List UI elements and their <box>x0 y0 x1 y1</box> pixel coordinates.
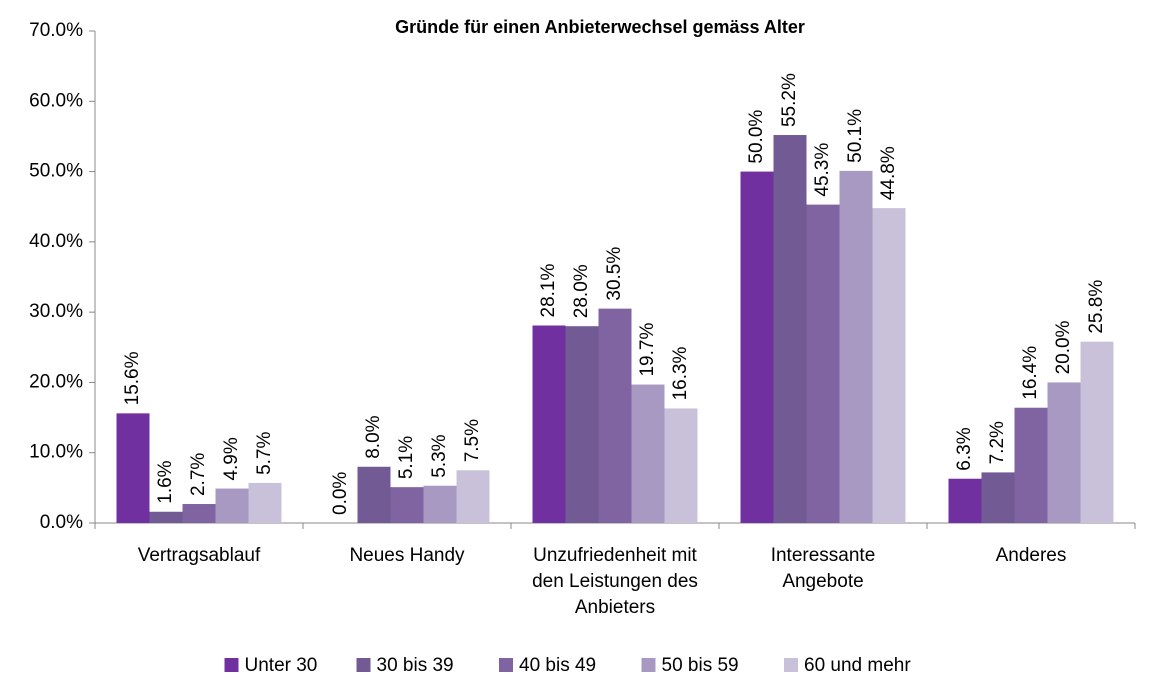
value-label: 7.5% <box>462 419 483 462</box>
value-label: 1.6% <box>155 460 176 503</box>
chart-title: Gründe für einen Anbieterwechsel gemäss … <box>395 17 805 37</box>
legend-label: 40 bis 49 <box>519 655 596 676</box>
bar <box>948 478 982 523</box>
bar <box>1047 382 1081 523</box>
value-label: 45.3% <box>812 143 833 197</box>
bar <box>215 488 249 523</box>
value-label: 50.0% <box>746 110 767 164</box>
bar <box>149 511 183 523</box>
y-tick-label: 10.0% <box>29 442 83 463</box>
bar <box>357 466 391 523</box>
value-label: 7.2% <box>987 421 1008 464</box>
y-tick-label: 0.0% <box>40 512 83 533</box>
value-label: 8.0% <box>363 415 384 458</box>
bar <box>806 204 840 523</box>
bar <box>390 487 424 523</box>
value-label: 20.0% <box>1053 320 1074 374</box>
value-label: 55.2% <box>779 73 800 127</box>
legend-swatch <box>784 658 798 672</box>
value-label: 5.1% <box>396 436 417 479</box>
value-label: 44.8% <box>878 146 899 200</box>
legend-swatch <box>499 658 513 672</box>
value-label: 19.7% <box>637 323 658 377</box>
legend-label: Unter 30 <box>245 655 318 676</box>
y-tick-label: 30.0% <box>29 301 83 322</box>
y-tick-label: 70.0% <box>29 20 83 41</box>
bar <box>598 308 632 523</box>
legend-label: 30 bis 39 <box>377 655 454 676</box>
legend-swatch <box>641 658 656 672</box>
bar <box>773 135 807 523</box>
bar <box>981 472 1015 523</box>
bar <box>839 170 873 523</box>
bar <box>423 485 457 523</box>
value-label: 15.6% <box>122 351 143 405</box>
value-label: 50.1% <box>845 109 866 163</box>
value-label: 0.0% <box>330 472 351 515</box>
bar <box>1014 407 1048 523</box>
value-label: 5.7% <box>254 432 275 475</box>
bar <box>248 482 282 523</box>
x-tick-label: Interessante Angebote <box>770 545 876 592</box>
bar <box>631 384 665 523</box>
legend-swatch <box>224 658 239 672</box>
value-label: 25.8% <box>1086 280 1107 334</box>
bar <box>565 326 599 523</box>
bar <box>664 408 698 523</box>
x-tick-label: Vertragsablauf <box>137 545 261 566</box>
x-tick-label: Anderes <box>995 545 1067 566</box>
bar <box>1080 341 1114 523</box>
legend-label: 60 und mehr <box>804 655 911 676</box>
value-label: 4.9% <box>221 437 242 480</box>
y-tick-label: 50.0% <box>29 161 83 182</box>
value-label: 16.3% <box>670 346 691 400</box>
y-tick-label: 60.0% <box>29 90 83 111</box>
value-label: 16.4% <box>1020 346 1041 400</box>
value-label: 6.3% <box>954 427 975 470</box>
bar <box>182 504 216 523</box>
legend-swatch <box>356 658 371 672</box>
bar <box>116 413 150 523</box>
bar <box>740 171 774 524</box>
value-label: 28.1% <box>538 264 559 318</box>
y-tick-label: 40.0% <box>29 231 83 252</box>
bar <box>872 208 906 523</box>
x-tick-label: Neues Handy <box>349 545 465 566</box>
legend-label: 50 bis 59 <box>662 655 739 676</box>
value-label: 30.5% <box>604 247 625 301</box>
x-tick-label: Unzufriedenheit mit den Leistungen des A… <box>532 545 698 618</box>
value-label: 5.3% <box>429 434 450 477</box>
bar <box>456 470 490 523</box>
value-label: 2.7% <box>188 453 209 496</box>
bar <box>532 325 566 523</box>
value-label: 28.0% <box>571 264 592 318</box>
y-tick-label: 20.0% <box>29 371 83 392</box>
